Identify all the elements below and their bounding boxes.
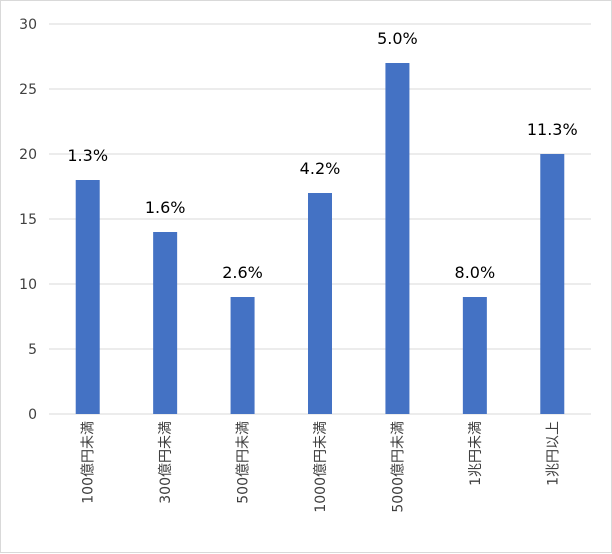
category-label: 5000億円未満 bbox=[390, 421, 406, 513]
y-tick-label: 30 bbox=[19, 17, 37, 33]
data-label: 8.0% bbox=[455, 263, 496, 282]
y-tick-label: 5 bbox=[28, 342, 37, 358]
bar bbox=[385, 63, 410, 414]
bar bbox=[540, 154, 565, 414]
category-label: 1兆円以上 bbox=[545, 421, 561, 486]
data-label: 11.3% bbox=[527, 120, 578, 139]
category-label: 1兆円未満 bbox=[468, 421, 484, 486]
bars bbox=[75, 63, 565, 414]
bar bbox=[75, 180, 100, 414]
data-label: 1.3% bbox=[67, 146, 108, 165]
y-tick-label: 20 bbox=[19, 147, 37, 163]
data-label: 2.6% bbox=[222, 263, 263, 282]
category-label: 100億円未満 bbox=[81, 421, 97, 504]
y-tick-label: 0 bbox=[28, 407, 37, 423]
y-tick-label: 25 bbox=[19, 82, 37, 98]
y-tick-label: 15 bbox=[19, 212, 37, 228]
category-labels: 100億円未満 300億円未満 500億円未満 1000億円未満 5000億円未満 1兆円… bbox=[81, 421, 562, 513]
y-tick-label: 10 bbox=[19, 277, 37, 293]
category-label: 500億円未満 bbox=[236, 421, 252, 504]
category-label: 300億円未満 bbox=[158, 421, 174, 504]
data-label: 1.6% bbox=[145, 198, 186, 217]
bar bbox=[153, 232, 178, 414]
category-label: 1000億円未満 bbox=[313, 421, 329, 513]
data-label: 4.2% bbox=[300, 159, 341, 178]
data-label: 5.0% bbox=[377, 29, 418, 48]
data-labels: 1.3% 1.6% 2.6% 4.2% 5.0% 8.0% 11.3% bbox=[67, 29, 577, 282]
bar bbox=[462, 297, 487, 414]
y-axis-ticks: 0 5 10 15 20 25 30 bbox=[19, 17, 37, 423]
bar bbox=[230, 297, 255, 414]
bar bbox=[308, 193, 332, 414]
